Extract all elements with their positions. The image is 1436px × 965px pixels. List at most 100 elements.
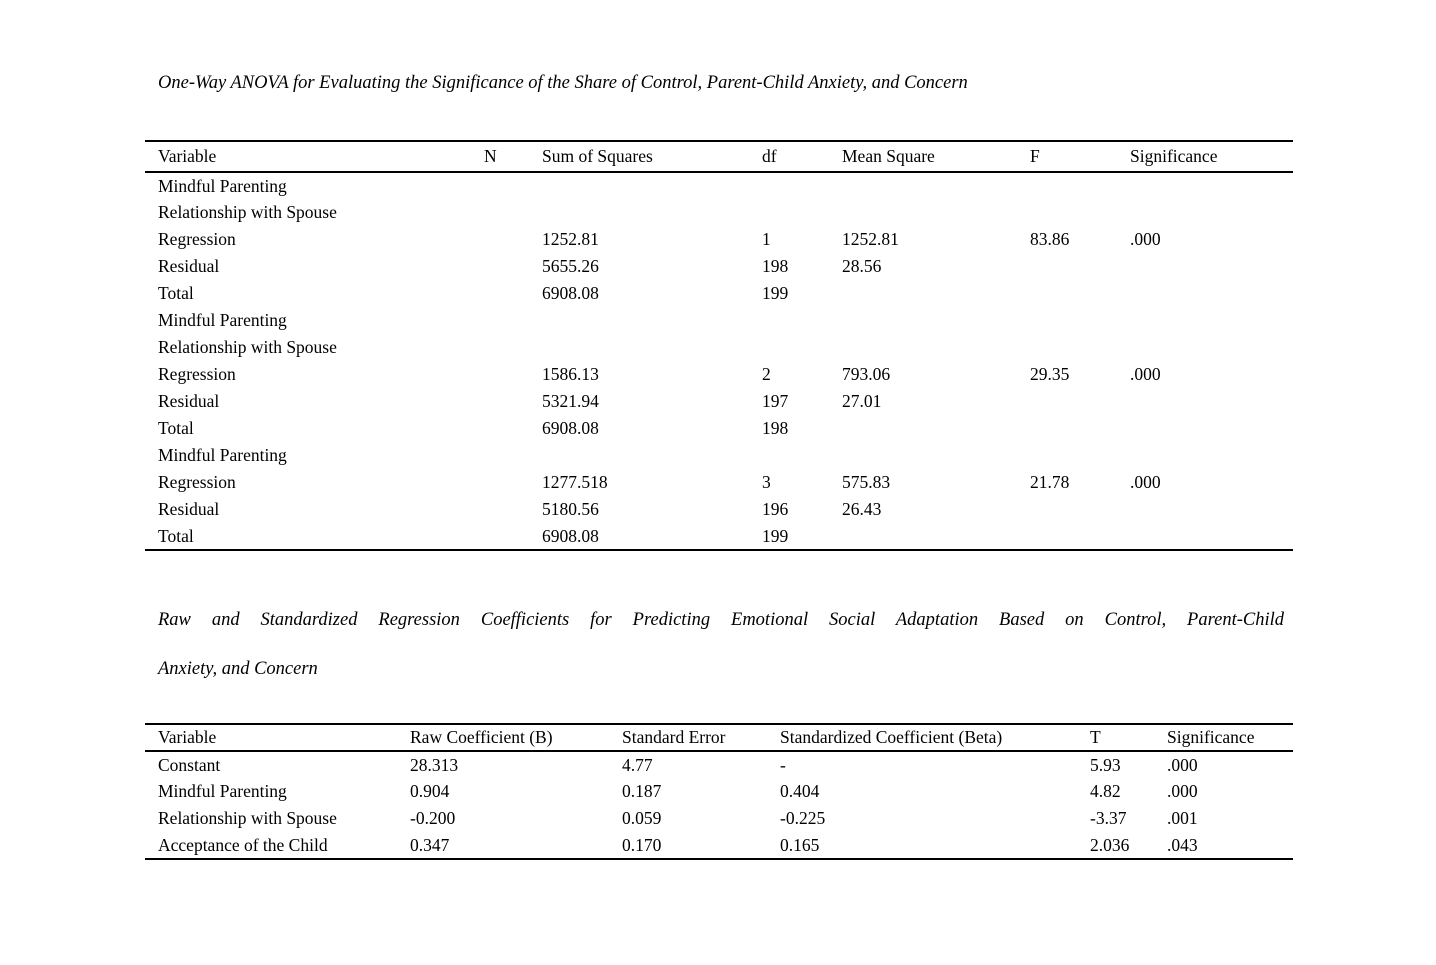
table-cell: 0.187	[622, 781, 662, 801]
column-header: F	[1030, 146, 1040, 166]
table-row: Acceptance of the Child 0.347 0.170 0.165 2.…	[145, 832, 1293, 859]
table-cell	[484, 307, 542, 334]
table-row: Regression 1277.518 3 575.83 21.78 .000	[145, 469, 1293, 496]
table-cell	[542, 199, 762, 226]
table-cell	[842, 442, 1030, 469]
table-cell: -0.225	[780, 808, 826, 828]
regression-table: Variable Raw Coefficient (B) Standard Erro…	[145, 723, 1293, 860]
table-cell: Total	[158, 418, 194, 438]
table-cell: 2.036	[1090, 834, 1130, 855]
table-cell	[1130, 388, 1293, 415]
table-cell: 21.78	[1030, 472, 1070, 492]
table-cell: 1586.13	[542, 364, 599, 384]
column-header: Significance	[1167, 727, 1255, 747]
table-row: Mindful Parenting	[145, 442, 1293, 469]
table-cell	[542, 442, 762, 469]
table-cell: 2	[762, 364, 771, 384]
table-cell: 5180.56	[542, 499, 599, 519]
column-header: Variable	[158, 727, 217, 747]
anova-table: Variable N Sum of Squares df Mean Square F Sig…	[145, 140, 1293, 551]
table-row: Residual 5321.94 197 27.01	[145, 388, 1293, 415]
column-header: Variable	[158, 146, 217, 166]
table-cell: 4.77	[622, 754, 653, 775]
table-cell	[484, 496, 542, 523]
table-cell	[1030, 172, 1130, 199]
table-cell	[1130, 253, 1293, 280]
table-cell: -0.200	[410, 808, 456, 828]
table-row: Total 6908.08 199	[145, 523, 1293, 550]
column-header: Significance	[1130, 146, 1218, 166]
table-cell: 575.83	[842, 472, 891, 492]
table-cell	[1030, 199, 1130, 226]
column-header: Sum of Squares	[542, 146, 653, 166]
table-cell: Regression	[158, 229, 236, 249]
column-header: Standard Error	[622, 727, 726, 747]
table-cell: 198	[762, 256, 789, 276]
table-cell	[1030, 334, 1130, 361]
table-cell	[842, 307, 1030, 334]
table-cell: 199	[762, 525, 789, 546]
table-cell: Mindful Parenting	[158, 445, 287, 465]
table-cell: -3.37	[1090, 808, 1127, 828]
column-header: Raw Coefficient (B)	[410, 727, 553, 747]
table-cell: 1252.81	[542, 229, 599, 249]
table-row: Regression 1252.81 1 1252.81 83.86 .000	[145, 226, 1293, 253]
table-cell	[542, 334, 762, 361]
column-header: T	[1090, 727, 1101, 747]
table-cell: 3	[762, 472, 771, 492]
table-cell	[484, 388, 542, 415]
table-cell	[842, 415, 1030, 442]
table-cell: Residual	[158, 391, 220, 411]
table-cell	[1130, 523, 1293, 550]
table-cell	[1130, 334, 1293, 361]
table-cell	[1130, 442, 1293, 469]
table-cell: 1	[762, 229, 771, 249]
table-cell	[1130, 415, 1293, 442]
table-cell	[542, 307, 762, 334]
table-cell: 1277.518	[542, 472, 608, 492]
table-row: Regression 1586.13 2 793.06 29.35 .000	[145, 361, 1293, 388]
table-cell	[1030, 253, 1130, 280]
table-cell	[1030, 496, 1130, 523]
anova-table-title: One-Way ANOVA for Evaluating the Signifi…	[158, 73, 968, 93]
table-cell: 27.01	[842, 391, 882, 411]
table-cell	[1030, 280, 1130, 307]
table-cell: 196	[762, 499, 789, 519]
table-cell	[484, 199, 542, 226]
table-cell	[762, 334, 842, 361]
table-row: Relationship with Spouse -0.200 0.059 -0.22…	[145, 805, 1293, 832]
column-header: Mean Square	[842, 146, 935, 166]
table-cell: Relationship with Spouse	[158, 808, 337, 828]
table-cell: Relationship with Spouse	[158, 337, 337, 357]
table-cell	[842, 334, 1030, 361]
table-cell: Regression	[158, 364, 236, 384]
table-cell	[842, 280, 1030, 307]
table-row: Residual 5180.56 196 26.43	[145, 496, 1293, 523]
table-cell	[842, 523, 1030, 550]
table-cell: Mindful Parenting	[158, 310, 287, 330]
table-cell: 0.347	[410, 834, 450, 855]
table-cell: Constant	[158, 754, 221, 775]
table-cell	[1030, 307, 1130, 334]
table-cell	[762, 307, 842, 334]
table-cell: Residual	[158, 256, 220, 276]
table-cell	[842, 172, 1030, 199]
table-cell	[484, 442, 542, 469]
table-cell: Total	[158, 525, 194, 546]
regression-title-line2: Anxiety, and Concern	[158, 659, 318, 679]
table-cell: 0.170	[622, 834, 662, 855]
header-row: Variable N Sum of Squares df Mean Square F Sig…	[145, 141, 1293, 172]
table-cell	[484, 334, 542, 361]
table-cell: .000	[1130, 364, 1161, 384]
table-cell: .000	[1167, 754, 1198, 775]
table-cell	[762, 442, 842, 469]
table-cell: 198	[762, 418, 789, 438]
table-cell: 6908.08	[542, 283, 599, 303]
table-cell	[484, 523, 542, 550]
table-cell	[1030, 442, 1130, 469]
table-cell: 4.82	[1090, 781, 1121, 801]
table-row: Total 6908.08 198	[145, 415, 1293, 442]
table-cell: -	[780, 754, 786, 775]
table-cell	[1130, 172, 1293, 199]
